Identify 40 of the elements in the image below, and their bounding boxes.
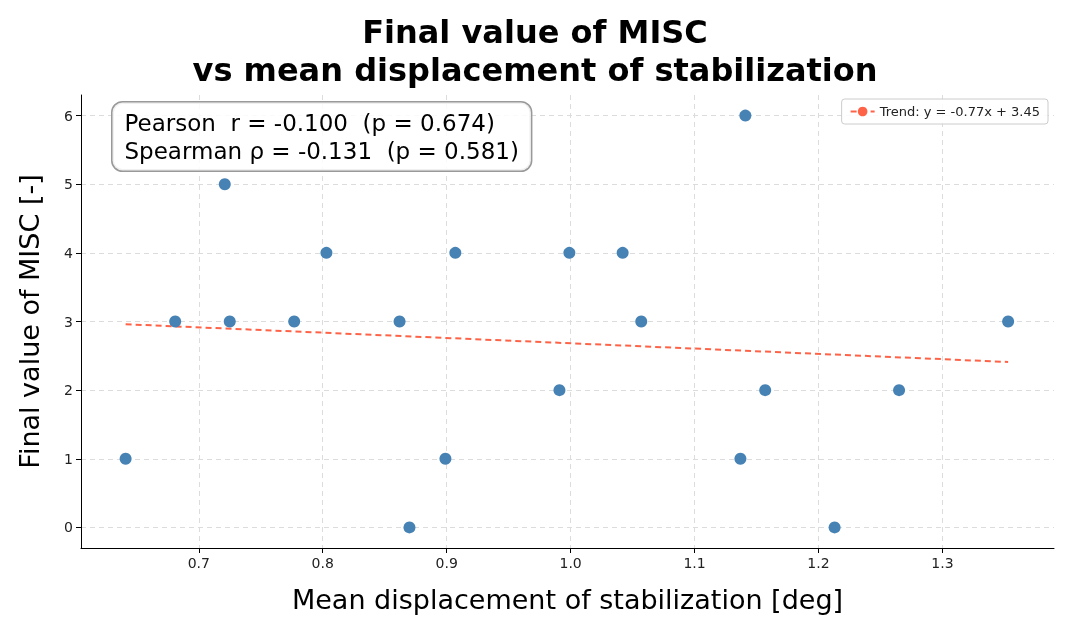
x-tick-label: 1.2	[807, 555, 830, 571]
point	[759, 384, 772, 397]
x-axis-title: Mean displacement of stabilization [deg]	[291, 584, 844, 615]
point	[449, 246, 462, 259]
point	[439, 452, 452, 465]
y-tick-label: 4	[64, 244, 74, 261]
point	[223, 315, 236, 328]
y-tick-label: 1	[64, 450, 73, 467]
chart-title: Final value of MISC vs mean displacement of stabilization	[192, 13, 878, 89]
y-tick-label: 3	[64, 313, 73, 330]
y-tick-label: 0	[64, 519, 73, 536]
x-tick-label: 1.0	[559, 555, 582, 571]
x-tick-label: 0.8	[311, 555, 334, 571]
point	[218, 178, 231, 191]
y-tick-label: 2	[64, 382, 73, 399]
point	[119, 452, 132, 465]
point	[828, 521, 841, 534]
point	[739, 109, 752, 122]
annotation: Pearson r = -0.100 (p = 0.674)	[124, 109, 495, 136]
y-axis-title: Final value of MISC [-]	[14, 174, 45, 469]
point	[320, 246, 333, 259]
x-tick-label: 1.1	[683, 555, 706, 571]
point	[393, 315, 406, 328]
x-tick-label: 1.3	[931, 555, 954, 571]
y-tick-label: 6	[64, 107, 74, 124]
point	[288, 315, 301, 328]
point	[403, 521, 416, 534]
point	[553, 384, 566, 397]
point	[893, 384, 906, 397]
annotation: Spearman ρ = -0.131 (p = 0.581)	[124, 137, 519, 164]
point	[169, 315, 182, 328]
x-tick-label: 0.9	[435, 555, 458, 571]
point	[563, 246, 576, 259]
x-tick-label: 0.7	[187, 555, 210, 571]
legend-label: Trend: y = -0.77x + 3.45	[878, 104, 1040, 119]
point	[616, 246, 629, 259]
point	[734, 452, 747, 465]
point	[635, 315, 648, 328]
y-tick-label: 5	[64, 176, 73, 193]
point	[1002, 315, 1015, 328]
